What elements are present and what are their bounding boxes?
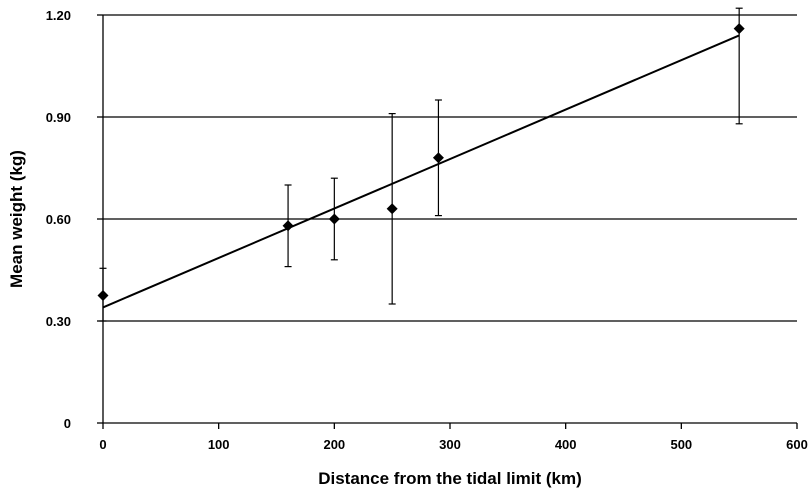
data-points [97,23,745,301]
x-axis-title: Distance from the tidal limit (km) [318,469,582,488]
y-tick-label-3: 0.90 [46,110,71,125]
y-tick-label-2: 0.60 [46,212,71,227]
data-point-5 [733,23,745,35]
x-tick-label-6: 600 [786,437,808,452]
trend-line [102,34,740,309]
y-axis-title: Mean weight (kg) [7,150,26,288]
gridlines [103,14,797,322]
x-tick-label-0: 0 [99,437,106,452]
data-point-0 [97,290,109,301]
data-point-4 [432,152,444,164]
x-tick-label-4: 400 [555,437,577,452]
trend-line-group [102,34,740,309]
data-point-1 [282,220,294,232]
y-tick-labels: 0 0.30 0.60 0.90 1.20 [46,8,103,431]
x-tick-label-2: 200 [323,437,345,452]
x-tick-labels: 0 100 200 300 400 500 600 [99,423,808,452]
error-bars [99,7,743,322]
x-tick-label-3: 300 [439,437,461,452]
data-point-2 [328,213,340,225]
y-tick-label-4: 1.20 [46,8,71,23]
y-tick-label-0: 0 [64,416,71,431]
x-tick-label-5: 500 [670,437,692,452]
data-point-3 [386,203,398,215]
x-tick-label-1: 100 [208,437,230,452]
y-tick-label-1: 0.30 [46,314,71,329]
